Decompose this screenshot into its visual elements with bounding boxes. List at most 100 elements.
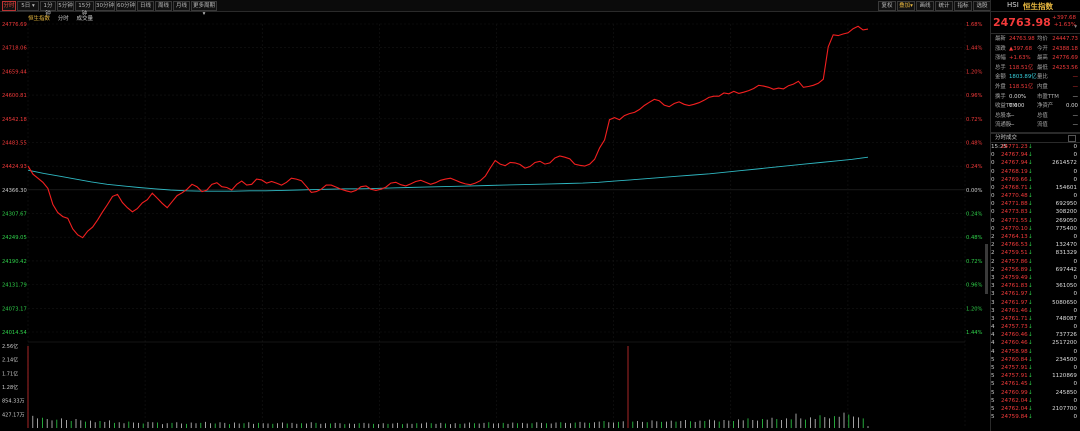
- tick-price: 24757.86: [1001, 258, 1028, 265]
- period-tab-0[interactable]: 分时: [2, 1, 16, 11]
- tick-price: 24757.73: [1001, 324, 1028, 331]
- tick-price: 24758.98: [1001, 348, 1028, 355]
- price-change: +397.68 +1.63%: [1052, 15, 1076, 29]
- tick-volume: 361050: [1055, 283, 1077, 290]
- stat-value: 24763.98: [1009, 36, 1035, 42]
- toolbar-btn-2[interactable]: 画线: [916, 1, 934, 11]
- y-right-label: 0.72%: [966, 259, 983, 265]
- price-box: 24763.98 +397.68 +1.63% ▾: [991, 12, 1080, 34]
- tick-time: 0: [991, 152, 995, 159]
- period-tab-7[interactable]: 日线: [137, 1, 154, 11]
- tick-price: 24768.71: [1001, 184, 1028, 191]
- tick-row: 3 24761.83 ↓ 361050: [991, 282, 1080, 290]
- tick-time: 4: [991, 324, 995, 331]
- tick-row: 0 24767.94 ↓ 2614572: [991, 159, 1080, 167]
- stat-value: —: [1009, 122, 1015, 129]
- down-arrow-icon: ↓: [1028, 315, 1033, 322]
- tick-price: 24759.84: [1001, 414, 1028, 421]
- y-left-label: 24366.30: [2, 188, 27, 194]
- tick-row: 0 24770.48 ↓ 0: [991, 192, 1080, 200]
- toolbar-btn-5[interactable]: 选股: [973, 1, 991, 11]
- tick-time: 5: [991, 414, 995, 421]
- tick-time: 4: [991, 340, 995, 347]
- stat-value-right: —: [1072, 83, 1078, 90]
- toolbar-btn-4[interactable]: 指标: [954, 1, 972, 11]
- down-arrow-icon: ↓: [1028, 266, 1033, 273]
- tick-time: 0: [991, 168, 995, 175]
- period-tab-4[interactable]: 15分钟: [75, 1, 94, 17]
- stat-label-right: 最低: [1037, 64, 1048, 71]
- stat-value-right: 24388.18: [1052, 45, 1078, 52]
- volume-label: 427.17万: [2, 412, 25, 418]
- period-tab-6[interactable]: 60分钟: [116, 1, 136, 11]
- tick-volume: 245850: [1055, 389, 1077, 396]
- down-arrow-icon: ↓: [1028, 356, 1033, 363]
- tick-price: 24771.88: [1001, 201, 1028, 208]
- tick-time: 5: [991, 356, 995, 363]
- stat-value: 0.00%: [1009, 93, 1027, 100]
- tick-volume: 2107700: [1052, 405, 1077, 412]
- stat-row: 金额 1803.89亿 量比 —: [991, 73, 1080, 83]
- y-left-label: 24014.54: [2, 330, 27, 336]
- stat-value: 1803.89亿: [1009, 74, 1037, 81]
- down-arrow-icon: ↓: [1028, 160, 1033, 167]
- tick-volume: 0: [1073, 414, 1077, 421]
- expand-icon[interactable]: [1068, 134, 1076, 142]
- chart-area[interactable]: 24776.69 1.68% 24718.06 1.44% 24659.44 1.20% 2…: [0, 12, 990, 431]
- y-left-label: 24776.69: [2, 22, 27, 28]
- tick-row: 2 24766.53 ↓ 132470: [991, 241, 1080, 249]
- period-tab-10[interactable]: 更多周期 ▾: [191, 1, 217, 17]
- down-arrow-icon: ↓: [1028, 324, 1033, 331]
- down-arrow-icon: ↓: [1028, 414, 1033, 421]
- tick-price: 24770.48: [1001, 193, 1028, 200]
- intraday-chart[interactable]: 24776.69 1.68% 24718.06 1.44% 24659.44 1.20% 2…: [0, 12, 990, 431]
- down-arrow-icon: ↓: [1028, 250, 1033, 257]
- stat-value: —: [1009, 112, 1015, 119]
- period-tab-5[interactable]: 30分钟: [95, 1, 115, 11]
- down-arrow-icon: ↓: [1028, 340, 1033, 347]
- stat-row: 总手 118.51亿 最低 24253.56: [991, 64, 1080, 74]
- stat-label: 收益TTM: [995, 103, 1017, 110]
- tick-row: 2 24764.13 ↓ 0: [991, 233, 1080, 241]
- period-tab-3[interactable]: 5分钟: [57, 1, 74, 11]
- tick-time: 3: [991, 274, 995, 281]
- period-tab-8[interactable]: 周线: [155, 1, 172, 11]
- scrollbar[interactable]: [985, 244, 988, 294]
- tick-price: 24761.45: [1001, 381, 1028, 388]
- stat-value: 118.51亿: [1009, 64, 1034, 71]
- more-arrow-icon[interactable]: ▾: [1074, 24, 1077, 30]
- change-percent: +1.63%: [1053, 22, 1076, 28]
- toolbar-btn-0[interactable]: 复权: [878, 1, 896, 11]
- tick-volume: 0: [1073, 234, 1077, 240]
- tick-time: 3: [991, 315, 995, 322]
- stat-row: 总股本 — 总值 —: [991, 112, 1080, 122]
- period-tab-2[interactable]: 1分钟: [40, 1, 56, 17]
- stat-label: 涨跌: [995, 45, 1006, 52]
- quote-panel: HSI 恒生指数 24763.98 +397.68 +1.63% ▾ 最新 247…: [990, 0, 1080, 431]
- period-tab-1[interactable]: 5日 ▾: [17, 1, 39, 11]
- y-left-label: 24190.42: [2, 259, 27, 265]
- period-tab-9[interactable]: 月线: [173, 1, 190, 11]
- y-left-label: 24483.55: [2, 140, 27, 146]
- toolbar-btn-3[interactable]: 统计: [935, 1, 953, 11]
- stat-label-right: 最高: [1037, 55, 1048, 62]
- stat-value-right: —: [1072, 112, 1078, 119]
- tick-row: 0 24770.10 ↓ 775400: [991, 225, 1080, 233]
- down-arrow-icon: ↓: [1028, 242, 1033, 249]
- down-arrow-icon: ↓: [1028, 201, 1033, 208]
- down-arrow-icon: ↓: [1028, 373, 1033, 380]
- tick-time: 4: [991, 332, 995, 339]
- tick-price: 24762.04: [1001, 397, 1028, 404]
- volume-label: 2.14亿: [2, 357, 18, 364]
- tick-price: 24767.94: [1001, 152, 1028, 159]
- tick-price: 24773.83: [1001, 209, 1028, 216]
- tick-time: 3: [991, 283, 995, 290]
- y-left-label: 24424.93: [2, 164, 27, 170]
- tick-price: 24760.46: [1001, 340, 1028, 347]
- stat-label: 最新: [995, 36, 1006, 42]
- toolbar-btn-1[interactable]: 叠加▾: [897, 1, 915, 11]
- stat-label-right: 市盈TTM: [1037, 93, 1059, 100]
- tick-price: 24760.84: [1001, 356, 1028, 363]
- tick-time: 2: [991, 242, 995, 249]
- tick-volume: 2614572: [1052, 160, 1077, 167]
